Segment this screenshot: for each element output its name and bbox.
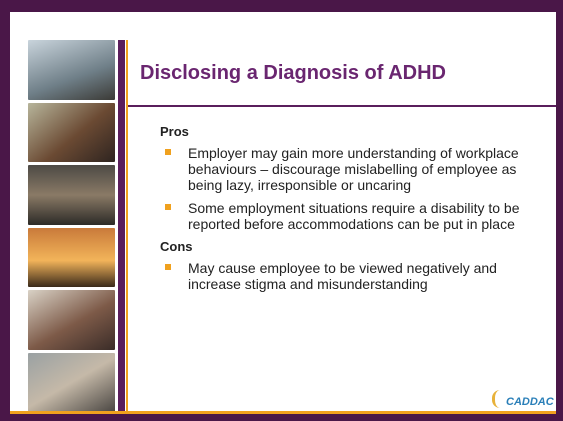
title-underline xyxy=(128,105,556,107)
logo: CADDAC xyxy=(506,396,554,408)
photo xyxy=(28,103,115,163)
photo xyxy=(28,165,115,225)
slide-title: Disclosing a Diagnosis of ADHD xyxy=(140,62,446,85)
photo xyxy=(28,353,115,413)
photo xyxy=(28,290,115,350)
photo xyxy=(28,40,115,100)
bullet-item: Some employment situations require a dis… xyxy=(160,200,550,232)
bullet-item: May cause employee to be viewed negative… xyxy=(160,260,550,292)
page: Disclosing a Diagnosis of ADHD Pros Emplo… xyxy=(0,0,563,421)
divider-accent xyxy=(126,40,128,412)
photo-strip xyxy=(28,40,115,412)
bullet-item: Employer may gain more understanding of … xyxy=(160,145,550,193)
divider-bar xyxy=(118,40,125,412)
section-heading: Cons xyxy=(160,239,550,254)
footer-line xyxy=(10,411,556,414)
section-heading: Pros xyxy=(160,124,550,139)
content: Pros Employer may gain more understanding… xyxy=(160,122,550,299)
photo xyxy=(28,228,115,288)
slide: Disclosing a Diagnosis of ADHD Pros Emplo… xyxy=(10,12,556,412)
